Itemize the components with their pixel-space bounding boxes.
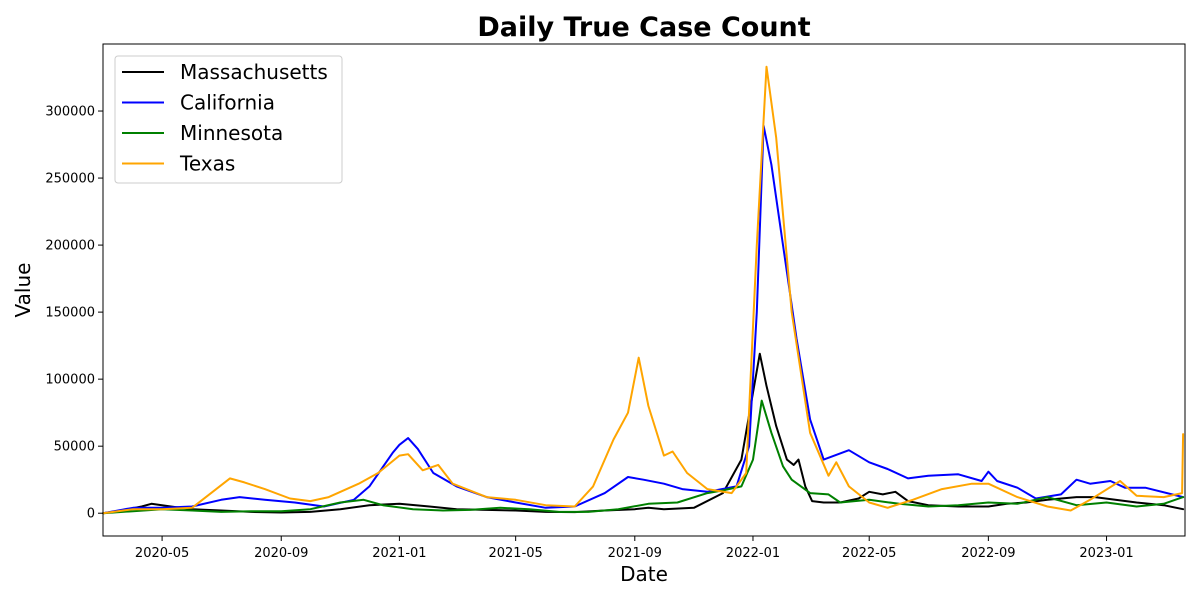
series-line-minnesota (102, 399, 1185, 515)
y-tick-label: 100000 (45, 373, 95, 388)
y-tick-label: 300000 (45, 105, 95, 120)
y-axis-label: Value (11, 263, 35, 318)
legend: Massachusetts California Minnesota Texas (114, 55, 343, 184)
y-tick-label: 0 (87, 507, 95, 522)
x-tick-label: 2022-05 (842, 546, 896, 561)
y-tick-label: 200000 (45, 239, 95, 254)
x-tick-label: 2020-09 (254, 546, 308, 561)
x-tick-label: 2021-09 (608, 546, 662, 561)
series-layer (102, 65, 1185, 515)
series-line-massachusetts (102, 352, 1185, 515)
legend-label-massachusetts: Massachusetts (180, 60, 328, 84)
y-tick-label: 50000 (54, 440, 95, 455)
y-axis: 0 50000 100000 150000 200000 250000 300000 (45, 105, 103, 522)
x-tick-label: 2022-01 (726, 546, 780, 561)
x-tick-label: 2021-05 (488, 546, 542, 561)
chart-title: Daily True Case Count (477, 12, 810, 43)
x-tick-label: 2021-01 (372, 546, 426, 561)
y-tick-label: 250000 (45, 172, 95, 187)
x-axis-label: Date (620, 562, 668, 586)
series-line-texas (102, 65, 1185, 515)
series-line-california (102, 124, 1185, 515)
x-tick-label: 2022-09 (961, 546, 1015, 561)
x-axis: 2020-05 2020-09 2021-01 2021-05 2021-09 2022-… (135, 536, 1134, 561)
legend-box (114, 55, 343, 184)
x-tick-label: 2023-01 (1079, 546, 1133, 561)
legend-label-minnesota: Minnesota (180, 121, 283, 145)
y-tick-label: 150000 (45, 306, 95, 321)
plot-frame (102, 43, 1186, 537)
legend-label-texas: Texas (179, 152, 235, 176)
x-tick-label: 2020-05 (135, 546, 189, 561)
legend-label-california: California (180, 91, 275, 115)
